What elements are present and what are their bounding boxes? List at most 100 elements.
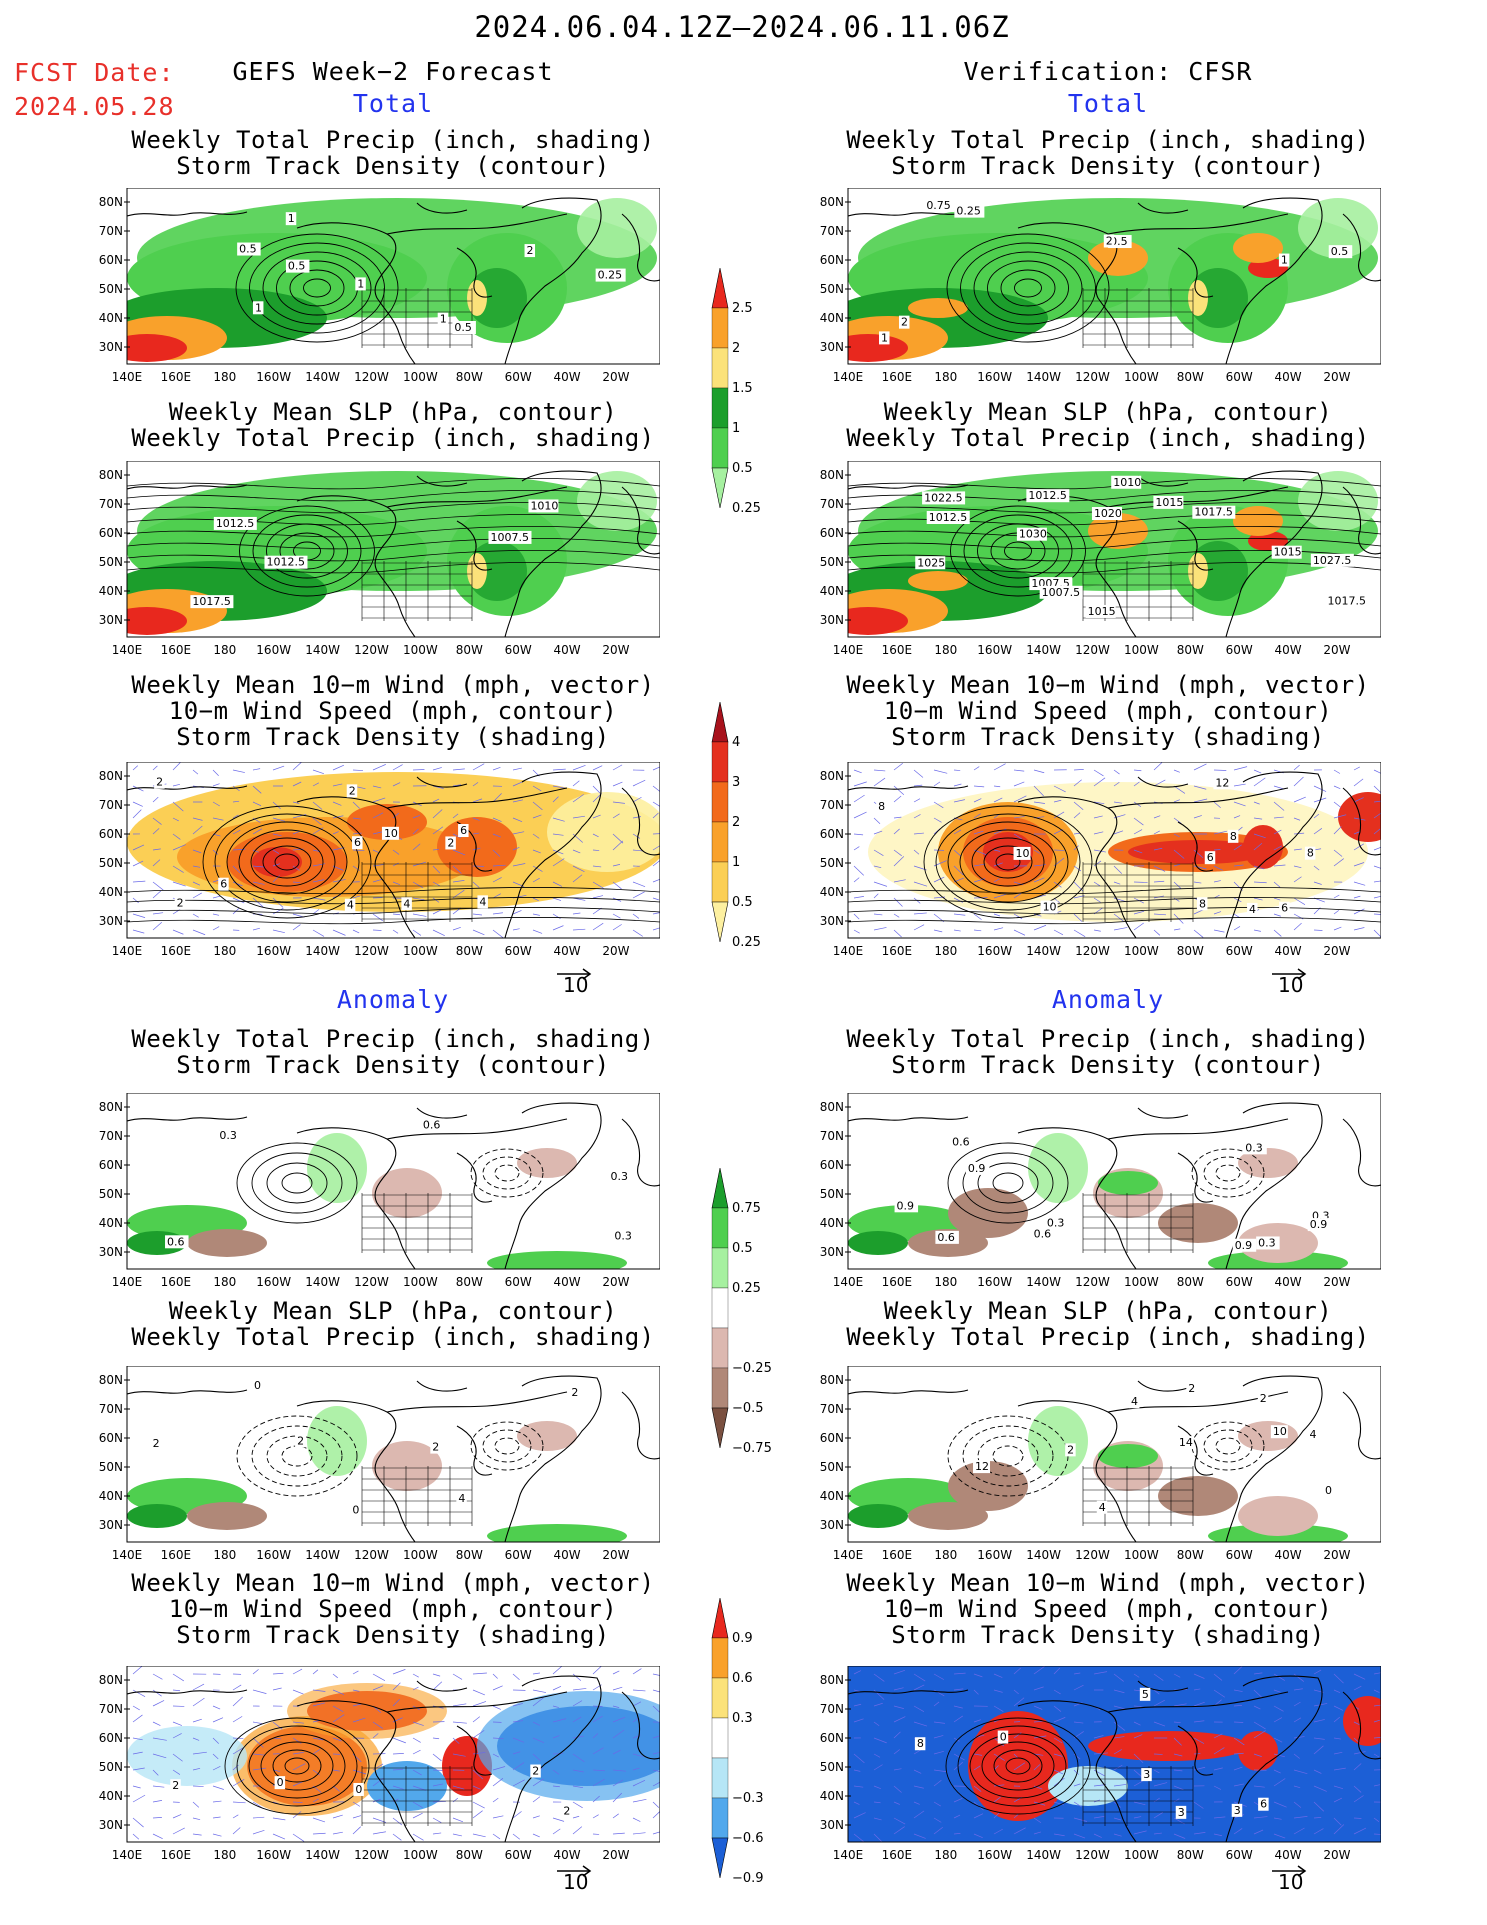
wind-vector (172, 817, 179, 822)
contour-label-bg (264, 555, 308, 569)
wind-vector (973, 1813, 984, 1819)
contour-line (238, 829, 336, 895)
wind-vector (913, 881, 928, 887)
map-panel-l4: 0.3 0.6 0.3 0.6 0.3 80N 70N 60N 50N 40N 30N 140E 160… (87, 1092, 669, 1297)
wind-vector (192, 1737, 200, 1741)
lat-tick-label: 30N (99, 1518, 123, 1532)
contour-label: 2 (1106, 234, 1113, 247)
wind-vector (512, 817, 523, 823)
shading-region (127, 1726, 247, 1786)
wind-vector (1213, 880, 1221, 883)
wind-vector (893, 816, 902, 819)
wind-vector (452, 1721, 467, 1724)
colorbar-label: −0.6 (732, 1831, 764, 1846)
wind-vector (632, 796, 642, 803)
lon-tick-label: 40W (554, 944, 581, 958)
wind-vector (352, 1753, 362, 1763)
contour-line (281, 1172, 313, 1194)
coastline (848, 785, 969, 791)
wind-vector (432, 1832, 442, 1835)
lon-tick-label: 180 (934, 643, 957, 657)
wind-vector (1073, 1783, 1081, 1787)
contour-line (969, 1733, 1067, 1799)
colorbar-label: 2.5 (732, 301, 753, 316)
coastline (386, 1391, 568, 1413)
coastline (504, 771, 602, 938)
wind-vector (873, 1817, 882, 1821)
wind-vector (232, 769, 245, 773)
coastline (621, 787, 660, 856)
wind-vector (652, 1831, 660, 1835)
wind-vector (1033, 924, 1047, 931)
wind-vector (1013, 769, 1025, 772)
contour-line (214, 813, 360, 911)
colorbar-segment (711, 347, 729, 389)
wind-vector (1213, 865, 1223, 871)
wind-vector (1293, 1673, 1305, 1682)
wind-vector (893, 1669, 906, 1675)
contour-label-bg (174, 896, 186, 910)
contour-label-bg (353, 1782, 364, 1796)
contour-label-bg (1091, 507, 1122, 521)
lat-tick-label: 80N (820, 1373, 844, 1387)
wind-vector (953, 1737, 960, 1742)
contour-label: 6 (460, 824, 467, 837)
contour-label-bg (1039, 585, 1083, 599)
wind-vector (1193, 1688, 1201, 1691)
lat-tick-label: 60N (99, 1731, 123, 1745)
map-panel-r5: 14 12 10 0 2 2 4 2 4 4 80N 70N 60N 50N 40N 30N 140E 160E 1… (808, 1365, 1390, 1570)
lon-tick-label: 140W (305, 1548, 340, 1562)
wind-vector (312, 1702, 326, 1707)
contour-label-bg (1085, 604, 1116, 618)
wind-vector (1133, 1673, 1140, 1678)
contour-label-bg (251, 1378, 263, 1392)
wind-vector (632, 1689, 646, 1692)
contour-label-bg (965, 1161, 990, 1175)
lon-tick-label: 160E (882, 1848, 913, 1862)
wind-vector (853, 769, 862, 774)
wind-vector (532, 1796, 541, 1803)
wind-vector (572, 1785, 584, 1789)
wind-vector (873, 893, 879, 899)
wind-vector (172, 762, 181, 771)
wind-vector (152, 828, 160, 835)
colorbar-label: −0.5 (732, 1401, 764, 1416)
contour-label: 1007.5 (490, 531, 529, 544)
wind-vector (132, 1817, 144, 1828)
wind-vector (1333, 1824, 1345, 1835)
wind-vector (1293, 848, 1302, 851)
wind-vector (292, 1763, 306, 1771)
lon-tick-label: 140E (112, 1548, 143, 1562)
wind-vector (1373, 1784, 1381, 1787)
wind-vector (853, 846, 860, 851)
wind-vector (652, 1801, 660, 1808)
wind-vector (632, 849, 644, 852)
wind-vector (1013, 816, 1025, 819)
wind-vector (1373, 812, 1381, 819)
wind-vector (552, 1828, 561, 1835)
wind-vector (1373, 1719, 1380, 1723)
lat-tick-label: 60N (99, 827, 123, 841)
wind-vector (1233, 926, 1241, 931)
coastline (386, 486, 568, 508)
coastline (296, 1700, 416, 1842)
wind-vector (1133, 922, 1144, 931)
wind-vector (412, 1721, 424, 1726)
lon-tick-label: 140E (833, 944, 864, 958)
wind-vector (1033, 877, 1045, 883)
contour-line (266, 1435, 328, 1477)
wind-vector (1193, 929, 1204, 938)
coastline (848, 211, 969, 217)
wind-vector (1093, 1752, 1108, 1755)
wind-vector (1033, 913, 1042, 917)
wind-vector (933, 1673, 945, 1680)
wind-vector (1193, 865, 1207, 870)
wind-vector (933, 1779, 942, 1787)
wind-vector (1213, 801, 1221, 809)
wind-vector (312, 1720, 320, 1723)
wind-vector (472, 1701, 487, 1707)
wind-vector (412, 1737, 421, 1743)
wind-vector (372, 849, 379, 853)
